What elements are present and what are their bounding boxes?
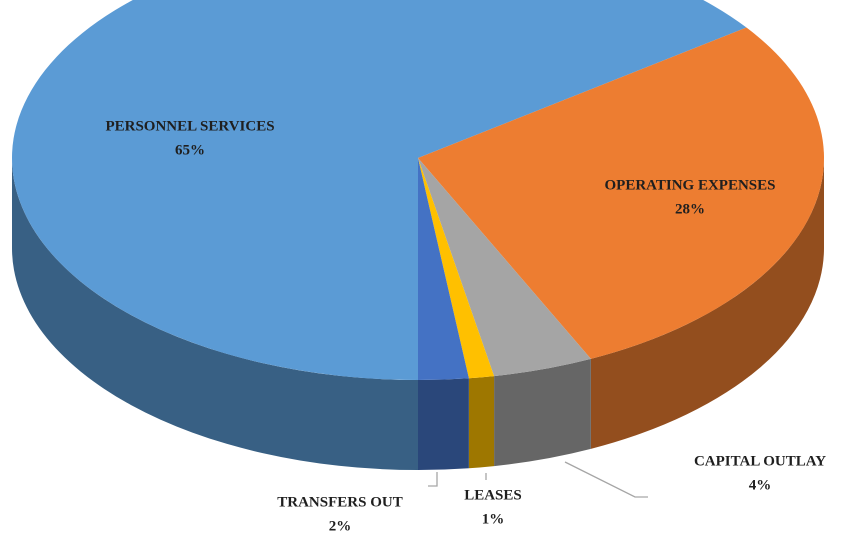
slice-label: OPERATING EXPENSES [604, 177, 775, 193]
slice-value-label: 2% [329, 518, 352, 534]
slice-value-label: 1% [482, 511, 505, 527]
slice-side [494, 358, 591, 467]
slice [418, 27, 824, 359]
slice-value-label: 65% [175, 142, 205, 158]
slice-label: LEASES [464, 487, 522, 503]
slice [12, 0, 747, 380]
slice-label: TRANSFERS OUT [277, 494, 402, 510]
slice-side [468, 376, 495, 469]
slice [418, 158, 591, 377]
slice-side [590, 158, 824, 449]
leader-line [564, 461, 648, 498]
slice [418, 158, 469, 380]
slice-label: PERSONNEL SERVICES [105, 118, 274, 134]
slice-side [418, 378, 469, 470]
slice [418, 158, 495, 379]
slice-value-label: 4% [749, 477, 772, 493]
slice-value-label: 28% [675, 201, 705, 217]
leader-line [428, 472, 438, 487]
slice-label: CAPITAL OUTLAY [694, 453, 826, 469]
slice-side [12, 158, 418, 470]
